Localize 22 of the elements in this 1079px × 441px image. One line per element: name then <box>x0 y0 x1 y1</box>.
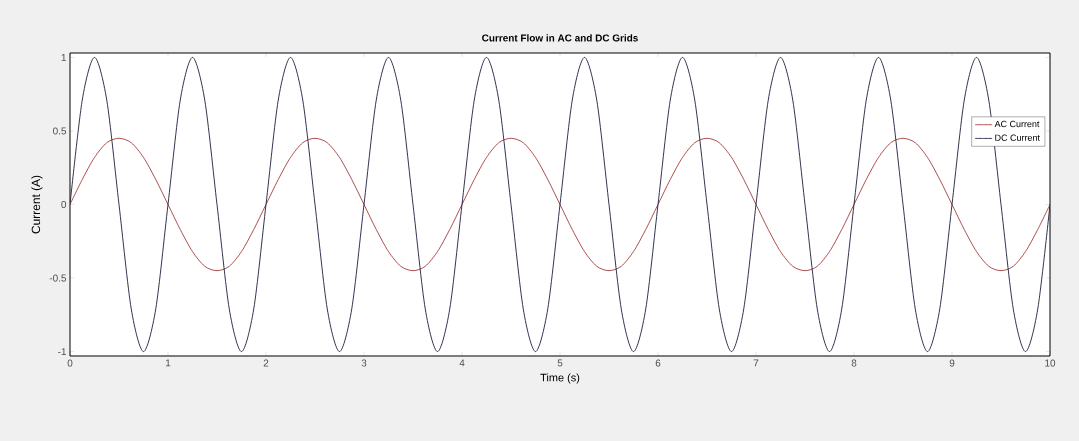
x-tick-label: 8 <box>851 359 857 367</box>
y-tick-label: -1 <box>58 348 66 356</box>
x-axis-title: Time (s) <box>540 373 580 384</box>
legend-label: DC Current <box>995 134 1040 141</box>
x-tick-label: 10 <box>1045 359 1056 367</box>
x-tick-label: 3 <box>361 359 367 367</box>
x-tick-label: 4 <box>459 359 465 367</box>
y-tick-label: 0 <box>61 200 67 209</box>
x-tick-label: 5 <box>557 359 563 367</box>
y-axis-title: Current (A) <box>31 175 43 234</box>
x-tick-label: 7 <box>753 359 759 367</box>
legend-label: AC Current <box>994 120 1040 128</box>
x-tick-label: 6 <box>655 359 661 367</box>
y-tick-label: 1 <box>61 53 66 61</box>
line-series <box>70 56 1051 353</box>
chart-title: Current Flow in AC and DC Grids <box>482 34 638 42</box>
x-tick-label: 0 <box>67 359 73 367</box>
x-tick-label: 9 <box>949 359 955 367</box>
x-tick-label: 2 <box>263 359 269 367</box>
y-tick-label: 0.5 <box>53 127 67 135</box>
y-tick-label: -0.5 <box>49 274 67 282</box>
x-tick-label: 1 <box>166 359 171 367</box>
